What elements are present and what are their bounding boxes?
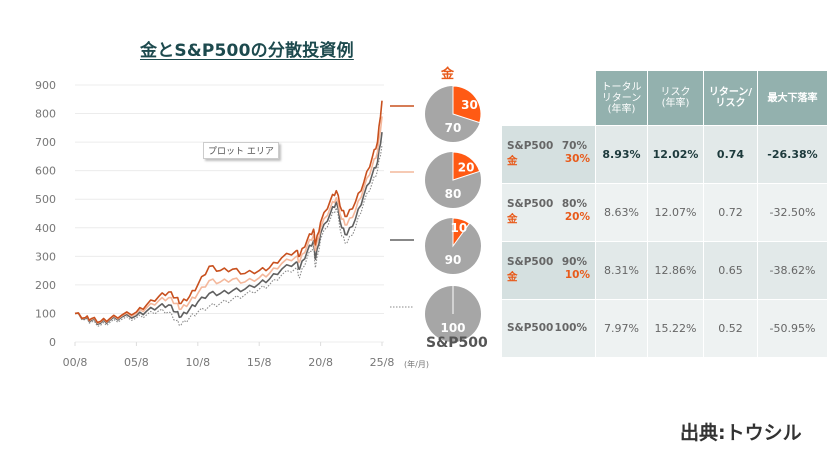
x-tick-label: 00/8 [63,356,88,369]
line-chart: 0 100 200 300 400 500 600 700 800 900 00/8 05/8 10/… [35,79,414,369]
sp-pct: 90% [561,256,587,268]
ratio-cell: 0.65 [703,241,758,300]
series-line-1 [74,116,383,324]
sp-pct: 80% [561,198,587,210]
risk-cell: 12.07% [647,183,704,242]
pie-gold-slice [452,217,471,248]
row-label: S&P500 80% 金 20% [501,183,596,242]
ratio-cell: 0.74 [703,125,758,184]
sp-name: S&P500 [507,140,554,152]
sp500-label: S&P500 [426,335,488,351]
gold-name: 金 [507,213,518,225]
sp-name: S&P500 [507,322,554,334]
total-return-cell: 8.63% [595,183,648,242]
max-drawdown-cell: -50.95% [757,299,828,358]
header-max-drawdown: 最大下落率 [757,70,828,126]
row-label: S&P500 90% 金 10% [501,241,596,300]
pie-gold-slice [452,85,482,124]
y-tick-label: 800 [35,108,56,121]
x-tick-label: 10/8 [185,356,210,369]
total-return-cell: 8.31% [595,241,648,300]
chart-title: 金とS&P500の分散投資例 [140,41,354,61]
risk-cell: 15.22% [647,299,704,358]
x-axis-unit: (年/月) [404,360,429,369]
total-return-cell: 7.97% [595,299,648,358]
pie-sp-label: 80 [445,187,462,201]
stats-table: トータル リターン (年率) リスク (年率) リターン/ リスク 最大下落率 … [501,70,828,358]
y-tick-label: 100 [35,307,56,320]
sp-name: S&P500 [507,198,554,210]
max-drawdown-cell: -26.38% [757,125,828,184]
sp-pct: 100% [554,322,587,334]
pie-gold-slice [452,151,481,181]
header-text: リスク (年率) [660,87,691,109]
risk-cell: 12.86% [647,241,704,300]
y-tick-label: 0 [49,336,56,349]
series-line-0 [74,100,383,324]
series-line-3 [74,144,383,327]
max-drawdown-cell: -38.62% [757,241,828,300]
sp-name: S&P500 [507,256,554,268]
gold-name: 金 [507,271,518,283]
y-tick-label: 200 [35,279,56,292]
source-credit: 出典:トウシル [680,422,802,444]
ratio-cell: 0.72 [703,183,758,242]
y-tick-label: 300 [35,250,56,263]
header-total-return: トータル リターン (年率) [595,70,648,126]
sp-pct: 70% [561,140,587,152]
x-tick-label: 05/8 [124,356,149,369]
ratio-cell: 0.52 [703,299,758,358]
pie-sp-label: 90 [445,253,462,267]
pie-gold-label: 10 [451,221,468,235]
risk-cell: 12.02% [647,125,704,184]
row-label: S&P500 70% 金 30% [501,125,596,184]
y-tick-label: 400 [35,222,56,235]
y-tick-label: 600 [35,165,56,178]
x-tick-label: 15/8 [247,356,272,369]
header-text: トータル リターン (年率) [601,81,642,115]
pie-sp-label: 100 [440,321,465,335]
total-return-cell: 8.93% [595,125,648,184]
max-drawdown-cell: -32.50% [757,183,828,242]
gold-name: 金 [507,155,518,167]
pie-sp-label: 70 [445,121,462,135]
header-text: リターン/ リスク [708,87,753,109]
x-tick-label: 25/8 [370,356,395,369]
header-blank [501,70,596,126]
gold-pct: 10% [564,269,590,281]
allocation-pies: 30 70 20 80 10 90 100 [425,85,482,342]
gold-label: 金 [441,67,455,82]
table-row: S&P500 100% 7.97% 15.22% 0.52 -50.95% [501,299,828,358]
gold-pct: 30% [564,153,590,165]
gold-pct: 20% [564,211,590,223]
pie-gold-label: 20 [458,161,475,175]
y-tick-label: 700 [35,136,56,149]
pie-gold-label: 30 [461,98,478,112]
plot-area-tooltip: プロット エリア [203,142,279,159]
y-tick-label: 900 [35,79,56,92]
y-tick-label: 500 [35,193,56,206]
x-tick-label: 20/8 [308,356,333,369]
table-row: S&P500 90% 金 10% 8.31% 12.86% 0.65 -38.6… [501,241,828,300]
header-return-risk: リターン/ リスク [703,70,758,126]
series-line-2 [74,132,383,325]
table-row: S&P500 80% 金 20% 8.63% 12.07% 0.72 -32.5… [501,183,828,242]
table-row: S&P500 70% 金 30% 8.93% 12.02% 0.74 -26.3… [501,125,828,184]
header-risk: リスク (年率) [647,70,704,126]
header-text: 最大下落率 [767,92,818,104]
row-label: S&P500 100% [501,299,596,358]
